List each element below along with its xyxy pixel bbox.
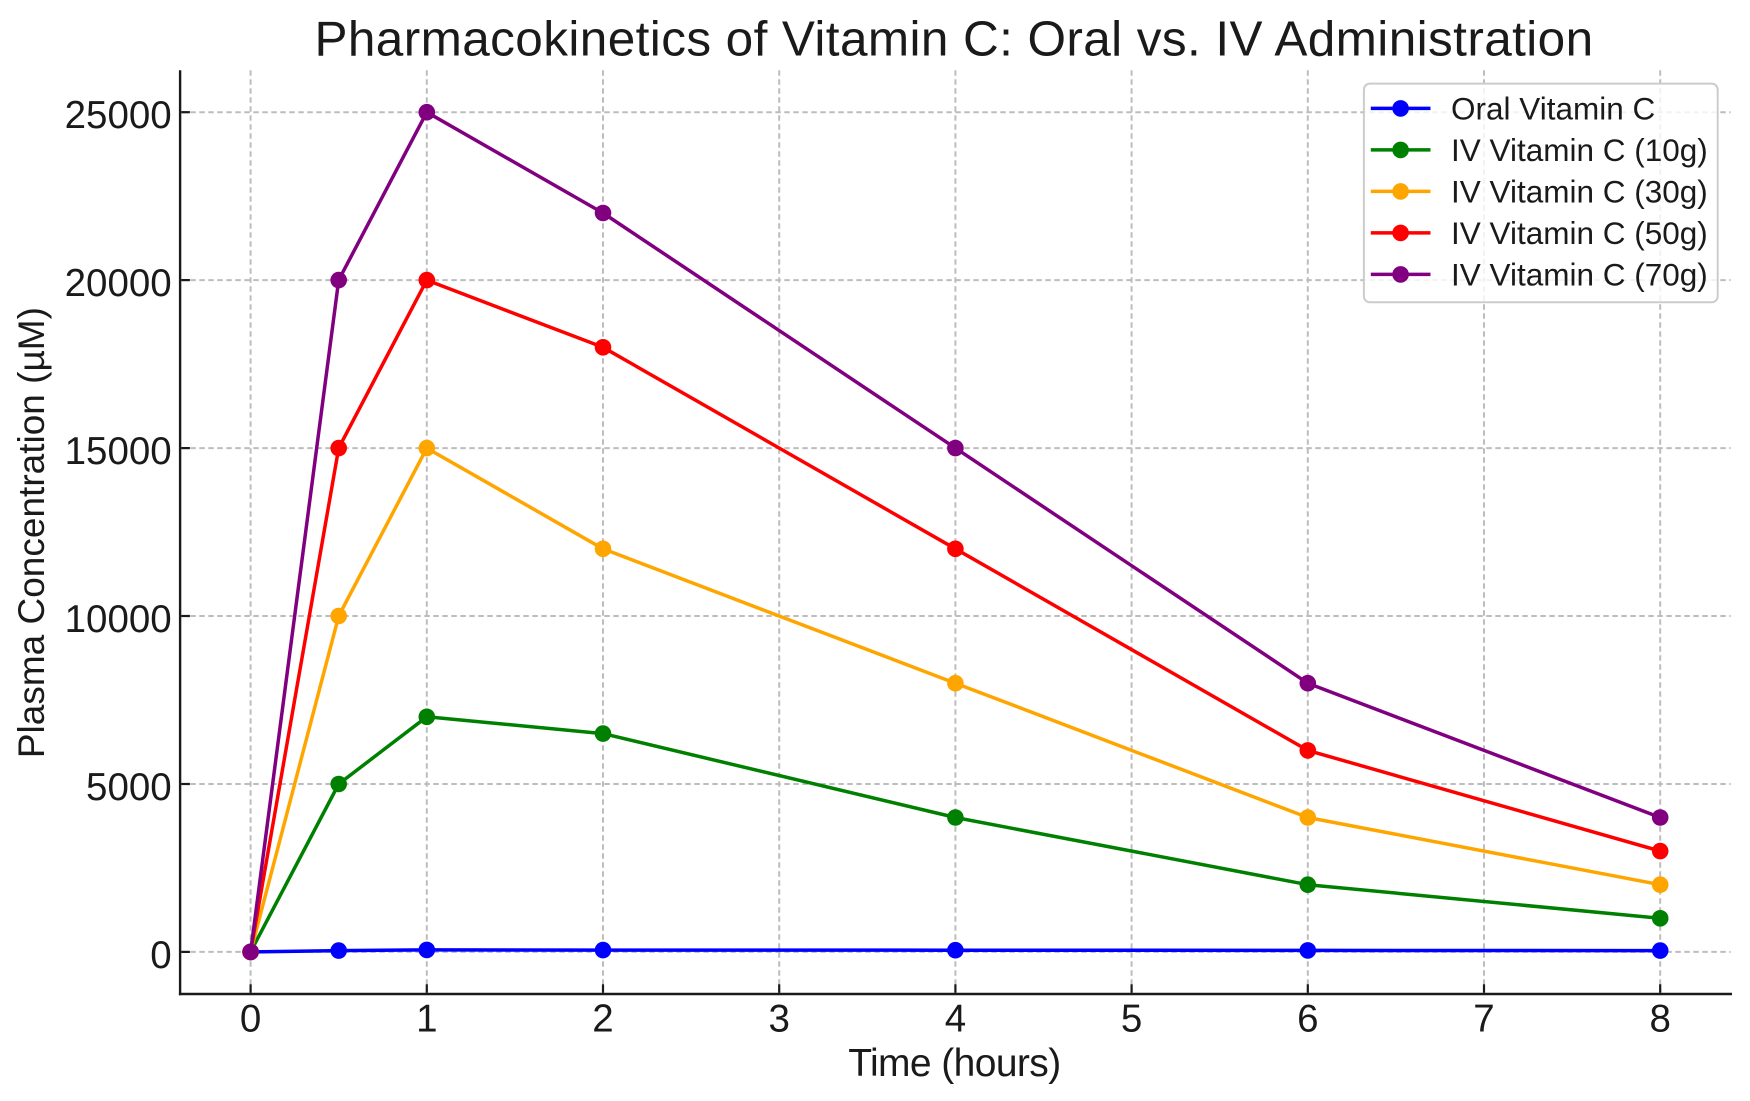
svg-text:Plasma Concentration (µM): Plasma Concentration (µM) (11, 307, 52, 758)
svg-text:6: 6 (1297, 998, 1318, 1041)
svg-text:20000: 20000 (65, 262, 172, 305)
svg-text:8: 8 (1649, 998, 1670, 1041)
svg-text:1: 1 (416, 998, 437, 1041)
svg-text:7: 7 (1473, 998, 1494, 1041)
svg-text:5000: 5000 (86, 766, 172, 809)
svg-text:5: 5 (1121, 998, 1142, 1041)
svg-text:3: 3 (768, 998, 789, 1041)
svg-text:10000: 10000 (65, 598, 172, 641)
svg-text:Time (hours): Time (hours) (848, 1042, 1060, 1085)
svg-text:IV Vitamin C (30g): IV Vitamin C (30g) (1451, 174, 1708, 210)
svg-text:25000: 25000 (65, 94, 172, 137)
svg-text:4: 4 (945, 998, 966, 1041)
svg-text:IV Vitamin C (70g): IV Vitamin C (70g) (1451, 257, 1708, 293)
svg-text:IV Vitamin C (50g): IV Vitamin C (50g) (1451, 215, 1708, 251)
svg-text:Pharmacokinetics of Vitamin C:: Pharmacokinetics of Vitamin C: Oral vs. … (314, 12, 1593, 67)
svg-text:2: 2 (592, 998, 613, 1041)
svg-text:0: 0 (240, 998, 261, 1041)
svg-text:15000: 15000 (65, 430, 172, 473)
svg-text:IV Vitamin C (10g): IV Vitamin C (10g) (1451, 132, 1708, 168)
svg-text:0: 0 (150, 934, 171, 977)
svg-text:Oral Vitamin C: Oral Vitamin C (1451, 91, 1655, 127)
